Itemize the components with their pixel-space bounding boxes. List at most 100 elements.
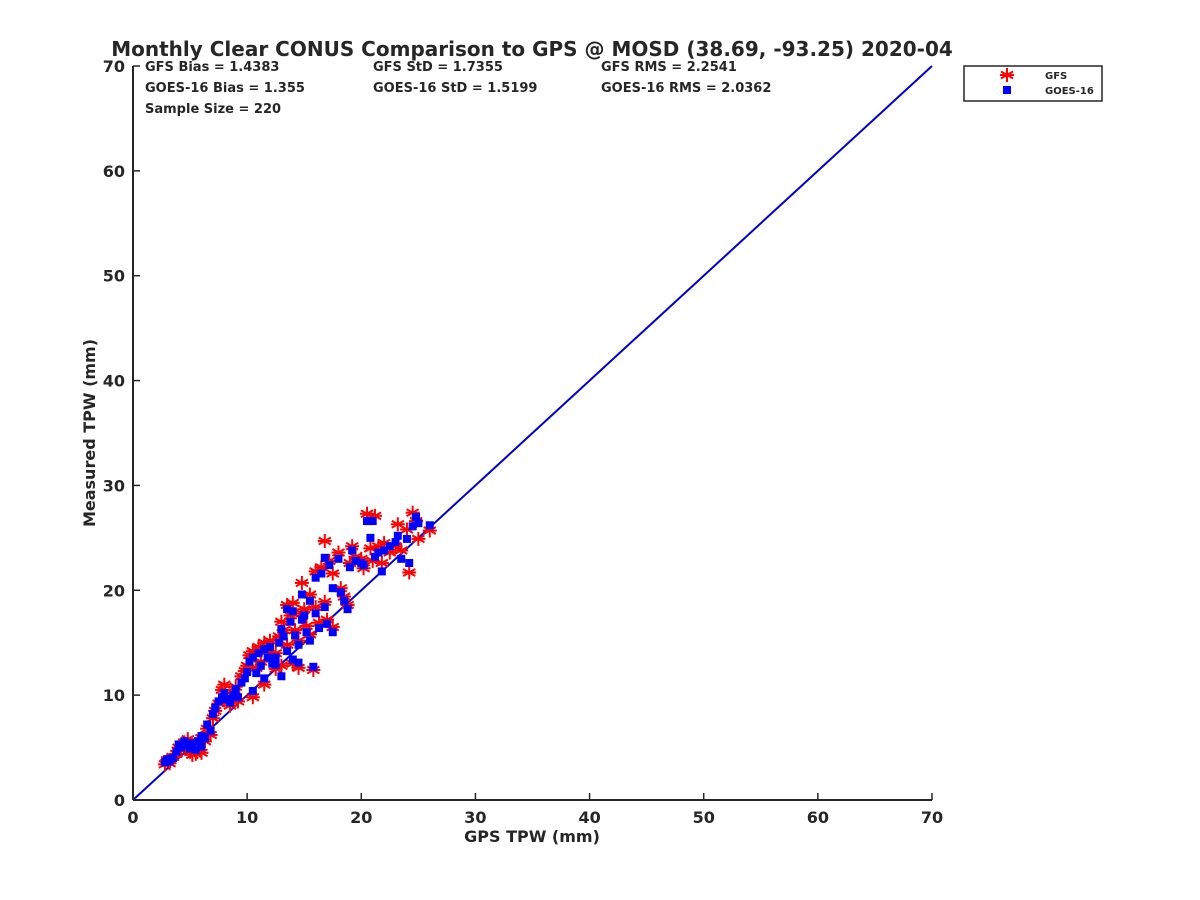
goes16-point xyxy=(234,693,243,702)
goes16-point xyxy=(186,744,195,753)
x-tick-label: 70 xyxy=(921,808,943,827)
plot-area xyxy=(132,65,933,801)
x-axis-ticks: 0 10 20 30 40 50 60 70 xyxy=(127,793,943,827)
goes16-point xyxy=(366,533,375,542)
goes16-point xyxy=(370,552,379,561)
gfs-point xyxy=(390,517,405,532)
goes16-point xyxy=(271,653,280,662)
goes16-point xyxy=(340,596,349,605)
gfs-point xyxy=(325,566,340,581)
goes16-point xyxy=(315,624,324,633)
stat-gfs-rms: GFS RMS = 2.2541 xyxy=(601,60,737,75)
goes16-point xyxy=(206,726,215,735)
goes16-point xyxy=(248,653,257,662)
y-tick-label: 20 xyxy=(103,581,125,600)
goes16-point xyxy=(172,747,181,756)
goes16-point xyxy=(334,554,343,563)
goes16-point xyxy=(256,661,265,670)
x-tick-label: 0 xyxy=(127,808,138,827)
goes16-point xyxy=(412,512,421,521)
goes16-point xyxy=(362,517,371,526)
goes16-point xyxy=(380,546,389,555)
goes16-point xyxy=(283,647,292,656)
goes16-point xyxy=(302,628,311,637)
goes16-point xyxy=(277,672,286,681)
goes16-point xyxy=(397,554,406,563)
gfs-point xyxy=(345,539,360,554)
goes16-point xyxy=(240,674,249,683)
gfs-point xyxy=(331,545,346,560)
goes16-point xyxy=(168,754,177,763)
goes16-point xyxy=(288,655,297,664)
goes16-point xyxy=(311,573,320,582)
goes16-point xyxy=(176,743,185,752)
goes16-point xyxy=(359,561,368,570)
goes16-point xyxy=(263,653,272,662)
x-axis-label: GPS TPW (mm) xyxy=(464,827,600,846)
y-tick-label: 0 xyxy=(114,791,125,810)
x-tick-label: 30 xyxy=(464,808,486,827)
goes16-point xyxy=(408,522,417,531)
goes16-point xyxy=(336,588,345,597)
goes16-point xyxy=(288,607,297,616)
goes16-point xyxy=(291,631,300,640)
legend-gfs-marker xyxy=(1000,68,1014,82)
goes16-point xyxy=(254,649,263,658)
stat-gfs-bias: GFS Bias = 1.4383 xyxy=(145,60,279,75)
gfs-point xyxy=(288,623,303,638)
goes16-point xyxy=(425,521,434,530)
goes16-point xyxy=(391,538,400,547)
stat-goes-rms: GOES-16 RMS = 2.0362 xyxy=(601,81,771,96)
y-tick-label: 70 xyxy=(103,57,125,76)
x-tick-label: 60 xyxy=(807,808,829,827)
goes16-series xyxy=(160,512,434,767)
goes16-point xyxy=(265,642,274,651)
goes16-point xyxy=(203,720,212,729)
legend-gfs-asterisk xyxy=(1000,68,1014,82)
goes16-point xyxy=(208,710,217,719)
goes16-point xyxy=(414,519,423,528)
goes16-point xyxy=(226,698,235,707)
goes16-point xyxy=(320,553,329,562)
goes16-point xyxy=(231,684,240,693)
goes16-point xyxy=(218,693,227,702)
x-tick-label: 10 xyxy=(236,808,258,827)
goes16-point xyxy=(237,678,246,687)
goes16-point xyxy=(325,561,334,570)
goes16-point xyxy=(348,546,357,555)
goes16-point xyxy=(180,737,189,746)
goes16-point xyxy=(309,662,318,671)
goes16-point xyxy=(283,605,292,614)
goes16-point xyxy=(311,609,320,618)
stat-gfs-std: GFS StD = 1.7355 xyxy=(373,60,503,75)
y-tick-label: 10 xyxy=(103,686,125,705)
x-tick-label: 40 xyxy=(578,808,600,827)
goes16-point xyxy=(297,615,306,624)
chart-title: Monthly Clear CONUS Comparison to GPS @ … xyxy=(111,37,953,61)
goes16-point xyxy=(343,605,352,614)
gfs-point xyxy=(402,565,417,580)
goes16-point xyxy=(393,531,402,540)
goes16-point xyxy=(405,559,414,568)
goes16-point xyxy=(294,640,303,649)
y-tick-label: 50 xyxy=(103,267,125,286)
goes16-point xyxy=(248,686,257,695)
legend: GFS GOES-16 xyxy=(963,65,1103,102)
goes16-point xyxy=(271,660,280,669)
x-tick-label: 20 xyxy=(350,808,372,827)
goes16-point xyxy=(297,590,306,599)
goes16-point xyxy=(402,534,411,543)
gfs-point xyxy=(291,660,306,675)
legend-box xyxy=(963,65,1103,102)
goes16-point xyxy=(194,737,203,746)
y-axis-ticks: 0 10 20 30 40 50 60 70 xyxy=(103,57,140,810)
goes16-point xyxy=(275,638,284,647)
gfs-point xyxy=(399,522,414,537)
legend-goes16-marker xyxy=(1003,86,1011,94)
goes16-point xyxy=(260,674,269,683)
goes16-point xyxy=(191,745,200,754)
goes16-point xyxy=(345,563,354,572)
goes16-point xyxy=(260,645,269,654)
statistics-annotations: GFS Bias = 1.4383 GFS StD = 1.7355 GFS R… xyxy=(145,60,771,117)
stat-sample-size: Sample Size = 220 xyxy=(145,102,281,117)
